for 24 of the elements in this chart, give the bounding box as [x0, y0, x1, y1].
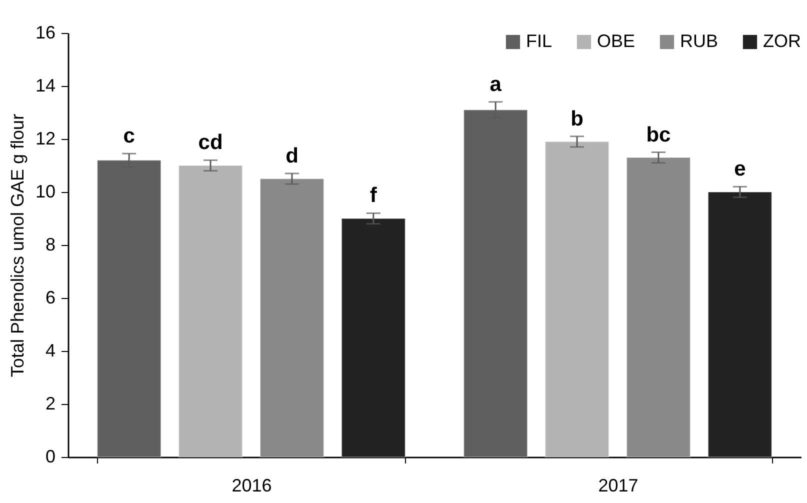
y-tick-label: 16 — [35, 22, 56, 42]
data-label: cd — [198, 131, 223, 154]
y-tick-label: 6 — [45, 288, 56, 308]
data-label: a — [490, 72, 502, 96]
y-tick-label: 14 — [35, 76, 56, 96]
legend-label: RUB — [680, 31, 718, 51]
x-tick-label: 2016 — [232, 476, 272, 496]
data-label: f — [370, 184, 378, 208]
legend-label: OBE — [597, 31, 636, 51]
data-label: c — [123, 124, 136, 148]
y-tick-label: 12 — [35, 128, 56, 148]
y-tick-label: 10 — [35, 182, 56, 202]
legend-label: ZOR — [763, 31, 801, 51]
data-label: d — [286, 144, 298, 168]
y-tick-label: 8 — [45, 234, 56, 254]
data-label: b — [570, 107, 584, 130]
data-label: bc — [646, 123, 672, 146]
legend-label: FIL — [526, 31, 552, 51]
y-axis-title: Total Phenolics umol GAE g flour — [7, 114, 28, 378]
y-tick-label: 4 — [45, 340, 56, 360]
y-tick-label: 2 — [45, 394, 56, 414]
x-tick-label: 2017 — [598, 476, 638, 496]
y-tick-label: 0 — [45, 446, 56, 466]
data-label: e — [734, 158, 746, 181]
